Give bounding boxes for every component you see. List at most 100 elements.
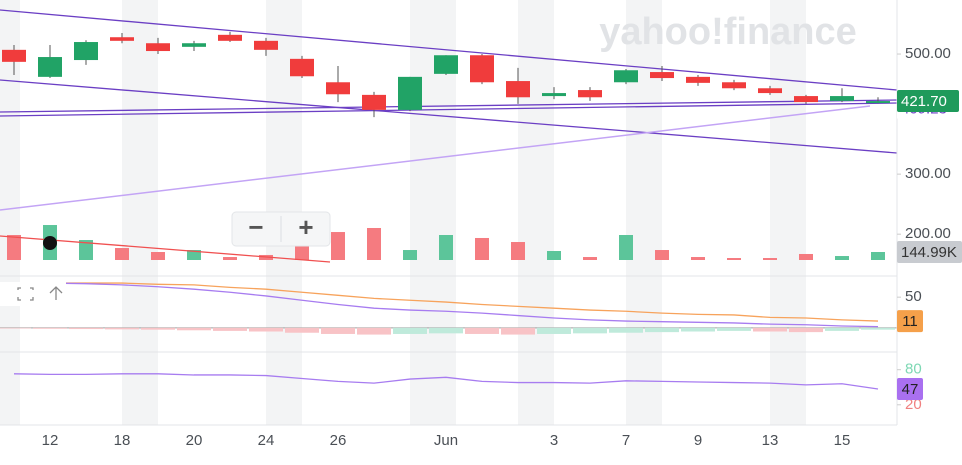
candle-body (2, 49, 26, 62)
histogram-bar (573, 327, 607, 334)
histogram-bar (285, 327, 319, 333)
volume-bar (187, 250, 201, 260)
volume-bar (511, 242, 525, 260)
indicator-badge-label: 11 (902, 313, 918, 330)
histogram-bar (645, 327, 679, 333)
indicator-line (13, 373, 879, 390)
volume-bar (439, 235, 453, 260)
zoom-in-button[interactable]: + (298, 212, 313, 242)
histogram-bar (681, 327, 715, 332)
candle-body (254, 40, 278, 50)
candle-body (686, 76, 710, 83)
panel-icons (17, 286, 63, 301)
volume-bar (367, 227, 381, 260)
candle-body (182, 43, 206, 47)
candle-body (506, 81, 530, 98)
candle-body (794, 96, 818, 103)
volume-bar (727, 258, 741, 260)
x-tick-label: 3 (550, 432, 558, 449)
volume-bar (691, 257, 705, 260)
candle-body (578, 90, 602, 98)
candle-body (470, 55, 494, 83)
zoom-controls: − + (231, 211, 331, 247)
candle-body (650, 72, 674, 79)
volume-bar (583, 257, 597, 260)
x-tick-label: 7 (622, 432, 630, 449)
volume-bar (115, 248, 129, 260)
histogram-bar (69, 327, 103, 330)
histogram-bar (213, 327, 247, 331)
x-tick-label: 26 (330, 432, 347, 449)
histogram-bar (105, 327, 139, 330)
drawing-handle[interactable] (43, 236, 57, 250)
volume-bar (223, 257, 237, 260)
volume-bar (835, 256, 849, 260)
volume-bar (79, 240, 93, 260)
x-tick-label: 24 (258, 432, 275, 449)
x-tick-label: 18 (114, 432, 131, 449)
histogram-bar (357, 327, 391, 335)
histogram-bar (789, 327, 823, 333)
histogram-bar (249, 327, 283, 332)
candle-body (866, 101, 890, 104)
indicator-badge (897, 310, 923, 333)
move-up-icon[interactable] (49, 286, 63, 300)
histogram-bar (177, 327, 211, 331)
indicator-line (14, 282, 879, 328)
candle-body (722, 82, 746, 89)
price-badge (897, 240, 962, 263)
expand-icon[interactable] (17, 287, 34, 301)
panel-toolbar (0, 282, 66, 306)
trendline (0, 79, 898, 154)
volume-bar (655, 250, 669, 260)
volume-bar (403, 250, 417, 260)
candle-body (38, 57, 62, 77)
y-tick-label: 20 (905, 396, 922, 413)
histogram-bar (861, 327, 895, 330)
histogram-bar (753, 327, 787, 332)
candle-body (326, 82, 350, 95)
volume-bar (619, 235, 633, 260)
volume-bar (547, 251, 561, 260)
candle-body (110, 37, 134, 41)
histogram-bar (609, 327, 643, 333)
x-tick-label: 9 (694, 432, 702, 449)
trendline (0, 9, 898, 91)
histogram-bar (393, 327, 427, 334)
x-tick-label: 20 (186, 432, 203, 449)
price-badge-label: 144.99K (901, 244, 957, 261)
indicator-badge-label: 47 (902, 381, 919, 398)
histogram-bar (33, 327, 67, 329)
trendline (0, 105, 871, 211)
histogram-bar (717, 327, 751, 331)
watermark: yahoo!finance (599, 11, 857, 53)
candle-body (398, 76, 422, 110)
candle-body (146, 43, 170, 52)
candle-body (614, 70, 638, 83)
histogram-bar (537, 327, 571, 334)
indicator-badge (897, 378, 923, 400)
candle-body (362, 94, 386, 110)
candle-body (218, 34, 242, 41)
indicator-line (14, 282, 879, 322)
histogram-bar (501, 327, 535, 335)
zoom-out-button[interactable]: − (248, 212, 263, 242)
y-tick-label: 200.00 (905, 225, 951, 242)
volume-bar (799, 253, 813, 260)
y-tick-label: 500.00 (905, 45, 951, 62)
x-tick-label: 13 (762, 432, 779, 449)
histogram-bar (141, 327, 175, 330)
histogram-bar (321, 327, 355, 334)
candle-body (74, 42, 98, 61)
y-tick-label: 50 (905, 288, 922, 305)
x-tick-label: Jun (434, 432, 458, 449)
candle-body (434, 55, 458, 74)
candle-body (542, 93, 566, 97)
trendline (0, 102, 898, 117)
volume-bar (7, 235, 21, 260)
histogram-bar (825, 327, 859, 331)
volume-bar (763, 258, 777, 260)
histogram-bar (465, 327, 499, 334)
candle-body (758, 88, 782, 94)
candle-body (290, 58, 314, 77)
